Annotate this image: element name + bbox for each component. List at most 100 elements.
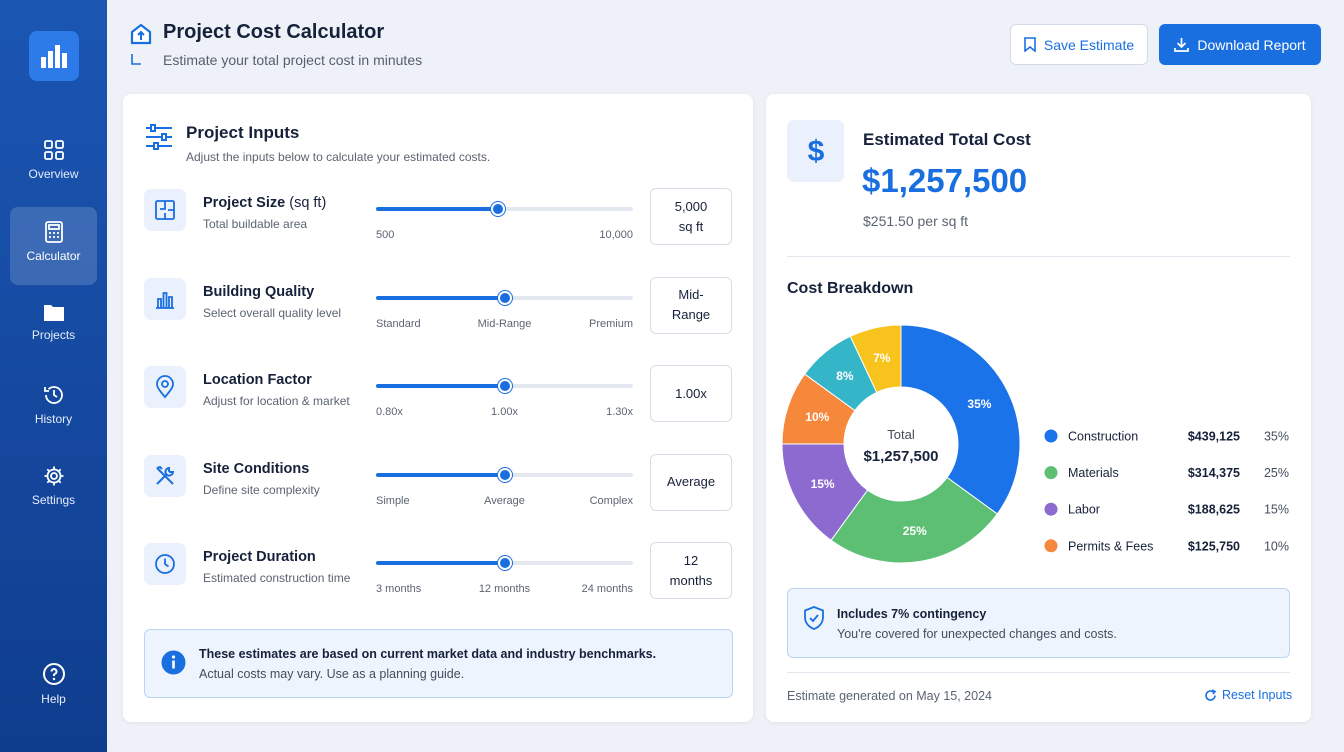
legend-name: Labor [1068, 503, 1100, 517]
dollar-icon: $ [787, 120, 844, 182]
help-link[interactable]: Help [10, 648, 97, 726]
slider-knob[interactable] [497, 467, 512, 482]
slider-tick-label: 24 months [581, 583, 633, 596]
slice-label: 7% [873, 351, 891, 365]
donut-slice [900, 324, 1021, 515]
input-label: Site Conditions [203, 461, 309, 477]
inputs-icon [144, 122, 174, 157]
input-value-text: Mid-Range [663, 285, 719, 325]
nav-item[interactable]: History [10, 370, 97, 448]
slider-tick-label: Mid-Range [477, 317, 532, 330]
slider-fill [376, 207, 498, 211]
input-icon [144, 454, 186, 497]
nav-item[interactable]: Calculator [10, 206, 97, 285]
input-label-unit: (sq ft) [289, 195, 327, 211]
nav-item[interactable]: Settings [10, 451, 97, 529]
legend-percent: 35% [1264, 430, 1289, 444]
slider-fill [376, 384, 505, 389]
input-value-text: 12 months [663, 551, 719, 591]
slice-label: 8% [836, 369, 854, 383]
input-row: Location Factor Adjust for location & mar… [123, 365, 753, 425]
sidebar: Overview Calculator Projects History Setting… [0, 0, 107, 752]
slider-fill [376, 472, 505, 477]
input-row: Project Duration Estimated construction t… [123, 542, 753, 602]
value-number: 12 months [669, 552, 713, 588]
legend-amount: $439,125 [1188, 430, 1240, 444]
slider-fill [376, 561, 505, 566]
input-row: Building Quality Select overall quality l… [123, 276, 753, 337]
input-label: Location Factor [203, 372, 312, 388]
legend-amount: $188,625 [1188, 503, 1240, 517]
slider-tick-label: 12 months [478, 583, 531, 596]
slider-tick-label: 500 [376, 229, 395, 241]
svg-text:$: $ [807, 135, 824, 167]
nav-item[interactable]: Overview [10, 125, 97, 203]
info-text: Actual costs may vary. Use as a planning… [199, 667, 465, 681]
slider-knob[interactable] [490, 202, 505, 216]
reset-label: Reset Inputs [1222, 688, 1293, 702]
input-value: Mid-Range [650, 276, 732, 334]
reset-button[interactable]: Reset Inputs [1204, 688, 1292, 702]
slider-tick-label: Premium [588, 317, 633, 330]
nav-label: Calculator [26, 248, 81, 263]
input-icon [144, 189, 186, 231]
legend-name: Construction [1068, 430, 1138, 444]
slice-label: 10% [805, 410, 829, 424]
input-label-text: Location Factor [203, 372, 312, 389]
slider-tick-label: Standard [376, 317, 421, 330]
chart-title: Cost Breakdown [787, 280, 914, 297]
value-number: Average [666, 474, 716, 490]
inputs-subtitle: Adjust the inputs below to calculate you… [186, 150, 491, 164]
input-value: 5,000 sq ft [650, 188, 732, 245]
summary-card: $ Estimated Total Cost $1,257,500 $251.5… [766, 94, 1311, 722]
summary-title: Estimated Total Cost [863, 130, 1031, 149]
input-value-text: 1.00x [675, 384, 707, 404]
info-title: These estimates are based on current mar… [199, 647, 657, 661]
input-description: Adjust for location & market [203, 394, 350, 409]
logo [29, 31, 79, 81]
page-title: Project Cost Calculator [163, 21, 385, 43]
save-button[interactable]: Save Estimate [1010, 24, 1148, 65]
nav-label: Overview [28, 167, 79, 181]
legend-swatch [1044, 539, 1058, 553]
download-button[interactable]: Download Report [1159, 24, 1321, 65]
generated-date: Estimate generated on May 15, 2024 [787, 689, 992, 703]
input-row: Project Size (sq ft) Total buildable area… [123, 188, 753, 248]
legend-name: Materials [1068, 466, 1119, 480]
center-value: $1,257,500 [863, 448, 938, 465]
legend-percent: 25% [1264, 466, 1289, 480]
input-description: Select overall quality level [203, 305, 342, 320]
slider-tick-label: Average [484, 494, 525, 507]
slider-knob[interactable] [497, 290, 512, 305]
center-label: Total [887, 427, 915, 442]
download-label: Download Report [1197, 36, 1306, 53]
input-label-text: Site Conditions [203, 460, 310, 477]
input-description: Define site complexity [203, 482, 320, 497]
input-value: 1.00x [650, 365, 732, 423]
legend-swatch [1044, 466, 1058, 480]
info-note: These estimates are based on current mar… [144, 629, 733, 698]
input-icon [144, 277, 186, 320]
slider-knob[interactable] [497, 379, 512, 394]
nav-label: History [34, 411, 73, 426]
input-label-text: Project Duration [203, 549, 316, 566]
value-number: 5,000 [674, 198, 708, 214]
input-value: 12 months [650, 542, 732, 600]
inputs-card: Project Inputs Adjust the inputs below t… [123, 94, 753, 722]
contingency-text: You're covered for unexpected changes an… [837, 627, 1117, 641]
slider-tick-label: 1.00x [491, 406, 518, 419]
input-label-text: Building Quality [203, 283, 315, 300]
nav-label: Projects [31, 328, 76, 342]
nav-item[interactable]: Projects [10, 288, 97, 366]
input-icon [144, 366, 186, 409]
donut-slice [830, 476, 998, 564]
total-cost: $1,257,500 [862, 162, 1028, 199]
input-icon [144, 543, 186, 586]
slider-knob[interactable] [497, 556, 512, 571]
save-label: Save Estimate [1043, 36, 1135, 53]
input-description: Estimated construction time [203, 571, 351, 586]
page-subtitle: Estimate your total project cost in minu… [163, 52, 423, 68]
input-label: Building Quality [203, 284, 314, 300]
legend-name: Permits & Fees [1068, 539, 1153, 553]
